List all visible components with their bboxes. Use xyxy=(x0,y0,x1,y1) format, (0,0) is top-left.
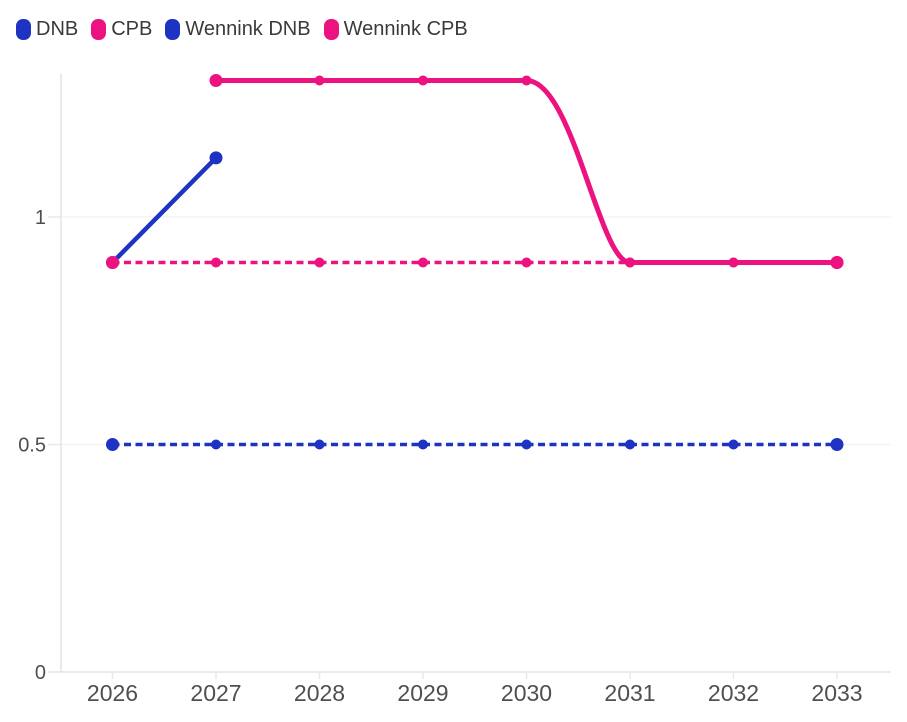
legend-swatch-icon xyxy=(165,18,181,40)
legend-item-wennink-dnb[interactable]: Wennink DNB xyxy=(165,18,311,40)
data-point-marker[interactable] xyxy=(521,75,532,86)
data-point-marker[interactable] xyxy=(830,438,844,451)
legend-item-wennink-cpb[interactable]: Wennink CPB xyxy=(323,18,468,40)
y-axis-label: 0.5 xyxy=(18,435,46,457)
data-point-marker[interactable] xyxy=(211,439,221,450)
x-axis-label: 2033 xyxy=(811,680,862,706)
legend-item-label: Wennink DNB xyxy=(185,18,311,40)
legend-swatch-icon xyxy=(91,18,107,40)
legend-item-label: DNB xyxy=(36,18,79,40)
x-axis-label: 2026 xyxy=(87,680,138,706)
x-axis-label: 2027 xyxy=(190,680,241,706)
legend-swatch-icon xyxy=(16,18,31,40)
data-point-marker[interactable] xyxy=(106,438,119,451)
legend-item-label: Wennink CPB xyxy=(343,18,468,40)
data-point-marker[interactable] xyxy=(521,439,532,450)
legend-item-cpb[interactable]: CPB xyxy=(91,18,152,40)
data-point-marker[interactable] xyxy=(314,257,325,268)
data-point-marker[interactable] xyxy=(314,75,325,86)
series-dnb xyxy=(106,151,223,269)
legend-item-label: CPB xyxy=(111,18,153,40)
data-point-marker[interactable] xyxy=(209,151,223,165)
series-wennink-dnb xyxy=(106,438,844,451)
y-axis-label: 1 xyxy=(35,207,46,229)
data-point-marker[interactable] xyxy=(728,439,739,450)
series-cpb xyxy=(209,74,844,269)
data-point-marker[interactable] xyxy=(830,256,844,269)
x-axis-label: 2029 xyxy=(397,680,448,706)
x-axis-label: 2031 xyxy=(604,680,655,706)
y-axis-label: 0 xyxy=(35,662,46,684)
data-point-marker[interactable] xyxy=(106,256,119,269)
data-point-marker[interactable] xyxy=(418,439,428,450)
data-point-marker[interactable] xyxy=(418,257,428,268)
x-axis-label: 2028 xyxy=(294,680,345,706)
legend: DNB CPB Wennink DNB Wennink CPB xyxy=(16,18,468,40)
legend-swatch-icon xyxy=(323,18,339,40)
data-point-marker[interactable] xyxy=(418,75,428,86)
series-line xyxy=(110,156,218,265)
data-point-marker[interactable] xyxy=(209,74,223,87)
data-point-marker[interactable] xyxy=(728,257,739,268)
x-axis-label: 2030 xyxy=(501,680,552,706)
data-point-marker[interactable] xyxy=(625,439,635,450)
data-point-marker[interactable] xyxy=(211,257,221,268)
series-line xyxy=(216,78,837,265)
x-axis-label: 2032 xyxy=(708,680,759,706)
legend-item-dnb[interactable]: DNB xyxy=(16,18,78,40)
data-point-marker[interactable] xyxy=(521,257,532,268)
data-point-marker[interactable] xyxy=(314,439,325,450)
data-point-marker[interactable] xyxy=(625,257,635,268)
